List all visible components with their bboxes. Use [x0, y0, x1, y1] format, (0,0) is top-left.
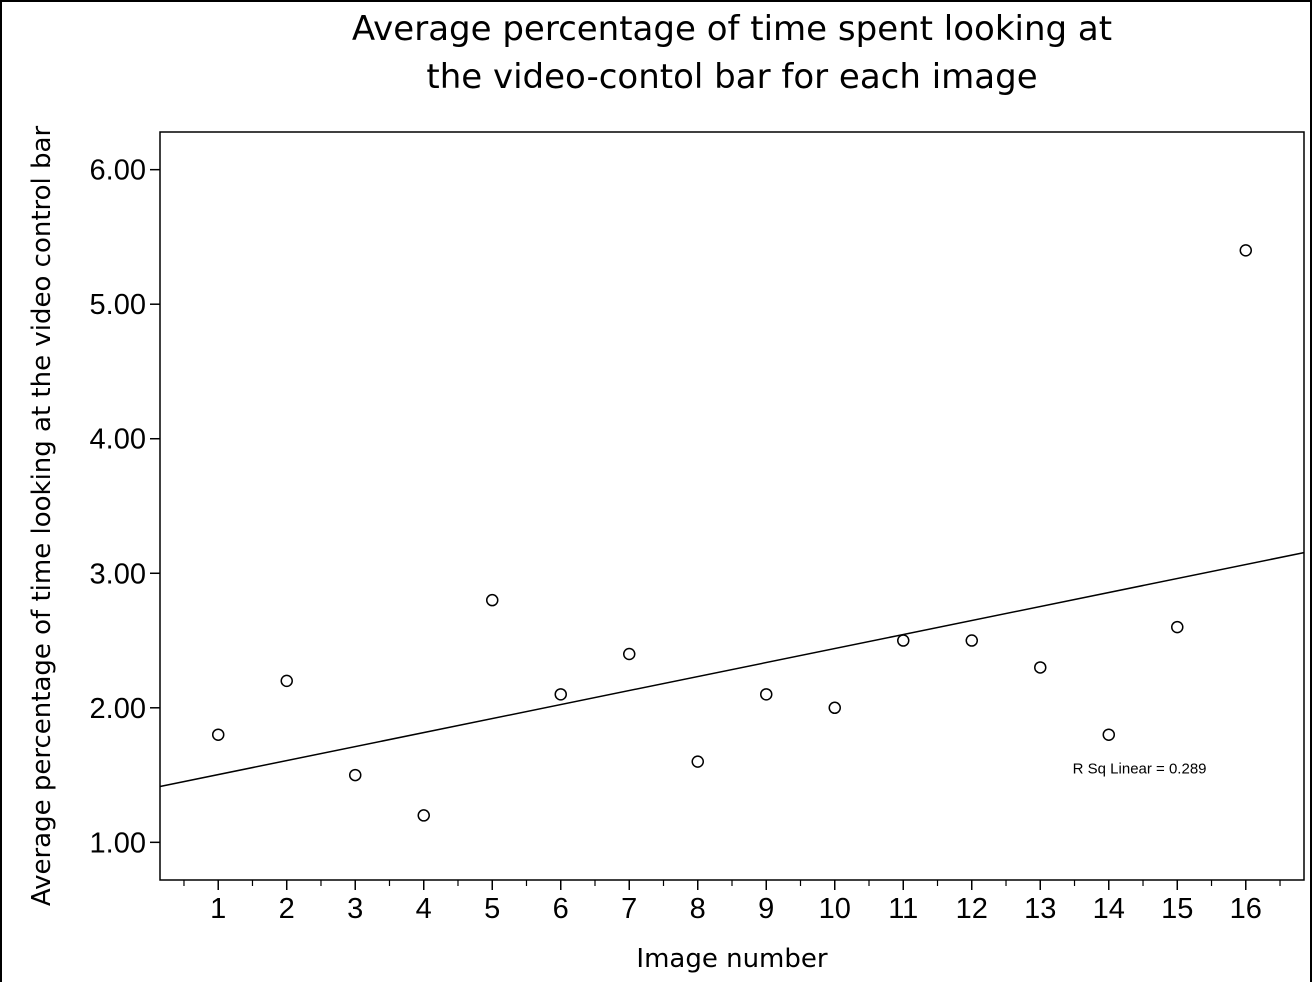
x-tick-label: 5: [484, 893, 500, 925]
regression-line: [159, 551, 1305, 788]
y-tick-label: 2.00: [90, 693, 146, 725]
annotation-layer: R Sq Linear = 0.289: [1073, 760, 1207, 777]
chart-title-line-2: the video-contol bar for each image: [426, 57, 1038, 97]
data-point: [1171, 620, 1184, 634]
x-axis-label: Image number: [636, 944, 828, 974]
y-tick-label: 6.00: [90, 155, 146, 187]
x-tick-label: 12: [956, 893, 988, 925]
fit-line-layer: [159, 551, 1305, 788]
x-tick-label: 1: [210, 893, 226, 925]
x-tick-label: 14: [1093, 893, 1125, 925]
data-point: [554, 688, 567, 701]
data-point: [897, 634, 910, 647]
x-tick-label: 16: [1230, 893, 1262, 925]
x-tick-label: 8: [690, 893, 706, 925]
data-point: [622, 647, 636, 661]
x-tick-label: 7: [621, 893, 637, 925]
x-tick-label: 10: [819, 893, 851, 925]
points-layer: [211, 244, 1253, 822]
x-tick-label: 6: [553, 893, 569, 925]
data-point: [760, 688, 773, 701]
r-squared-annotation: R Sq Linear = 0.289: [1073, 760, 1207, 777]
data-point: [1239, 244, 1253, 257]
data-point: [965, 634, 979, 647]
x-tick-label: 13: [1024, 893, 1056, 925]
data-point: [691, 755, 704, 768]
x-axis: 1 2 3 4 5 6 7 8 9 10 11 12 13 14 15 16: [183, 880, 1281, 925]
chart-title-line-1: Average percentage of time spent looking…: [351, 9, 1113, 49]
data-point: [1034, 661, 1047, 674]
data-point: [828, 701, 842, 715]
x-tick-label: 15: [1161, 893, 1193, 925]
x-tick-label: 4: [416, 893, 432, 925]
y-tick-label: 5.00: [90, 289, 146, 321]
x-tick-label: 3: [347, 893, 363, 925]
data-point: [211, 728, 225, 741]
x-tick-label: 2: [279, 893, 295, 925]
data-point: [485, 593, 499, 607]
y-tick-label: 4.00: [90, 424, 146, 456]
y-tick-label: 3.00: [90, 558, 146, 590]
y-axis: 1.00 2.00 3.00 4.00 5.00 6.00: [90, 155, 160, 859]
data-point: [1102, 728, 1116, 741]
x-tick-label: 9: [758, 893, 774, 925]
data-point: [417, 809, 430, 822]
y-tick-label: 1.00: [90, 827, 146, 859]
y-axis-label: Average percentage of time looking at th…: [27, 125, 57, 907]
data-point: [348, 768, 362, 782]
x-tick-label: 11: [888, 893, 918, 925]
data-point: [280, 674, 293, 688]
